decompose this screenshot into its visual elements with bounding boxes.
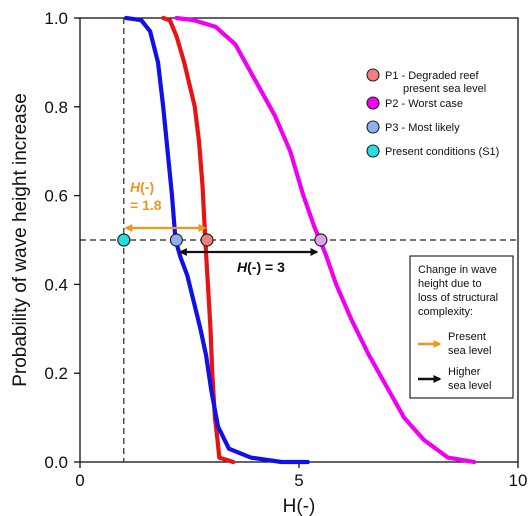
legend-label-2: P2 - Worst case bbox=[385, 98, 463, 110]
x-axis-label: H(-) bbox=[283, 496, 316, 516]
legend-label-3: P3 - Most likely bbox=[385, 122, 460, 134]
arrow-legend-title-line: complexity: bbox=[418, 306, 473, 318]
legend-label-1: P1 - Degraded reef bbox=[385, 70, 479, 82]
legend-label-1-line2: present sea level bbox=[403, 83, 486, 95]
annotation-h-rest: (-) bbox=[140, 179, 154, 195]
y-tick-label: 0.8 bbox=[44, 98, 68, 117]
annotation-h-18-line2: = 1.8 bbox=[130, 197, 162, 213]
x-tick-label: 5 bbox=[294, 471, 303, 490]
arrow-legend-label-1: Present bbox=[448, 331, 486, 343]
arrow-legend-label-2: sea level bbox=[448, 380, 491, 392]
legend-marker-2 bbox=[366, 96, 380, 110]
series-line-3 bbox=[123, 15, 310, 465]
scenario-point-3 bbox=[200, 233, 214, 247]
scenario-point-2 bbox=[169, 233, 183, 247]
arrow-legend-box bbox=[409, 255, 514, 399]
legend-marker-3 bbox=[366, 120, 380, 134]
arrow-legend-label-1: sea level bbox=[448, 345, 491, 357]
annotation-h-3: H(-) = 3 bbox=[237, 259, 285, 275]
annotation-h-rest: (-) = 3 bbox=[247, 259, 285, 275]
legend-marker-4 bbox=[366, 144, 380, 158]
y-tick-label: 0.4 bbox=[44, 275, 68, 294]
series-line-1 bbox=[161, 15, 236, 465]
annotation-h-italic: H bbox=[130, 179, 141, 195]
scenario-point-4 bbox=[314, 233, 328, 247]
arrow-legend-title-line: loss of structural bbox=[418, 292, 498, 304]
legend-marker-1 bbox=[366, 68, 380, 82]
y-tick-label: 0.2 bbox=[44, 364, 68, 383]
legend-label-4: Present conditions (S1) bbox=[385, 146, 499, 158]
annotation-h-18-line1: H(-) bbox=[130, 179, 154, 195]
x-tick-label: 0 bbox=[75, 471, 84, 490]
annotation-h-italic: H bbox=[237, 259, 248, 275]
x-tick-label: 10 bbox=[509, 471, 528, 490]
y-axis-label: Probability of wave height increase bbox=[10, 93, 31, 387]
y-tick-label: 1.0 bbox=[44, 9, 68, 28]
arrow-legend-title-line: Change in wave bbox=[418, 264, 497, 276]
arrow-legend-title-line: height due to bbox=[418, 278, 482, 290]
scenario-point-1 bbox=[117, 233, 131, 247]
arrow-legend-label-2: Higher bbox=[448, 366, 481, 378]
y-tick-label: 0.0 bbox=[44, 453, 68, 472]
y-tick-label: 0.6 bbox=[44, 187, 68, 206]
